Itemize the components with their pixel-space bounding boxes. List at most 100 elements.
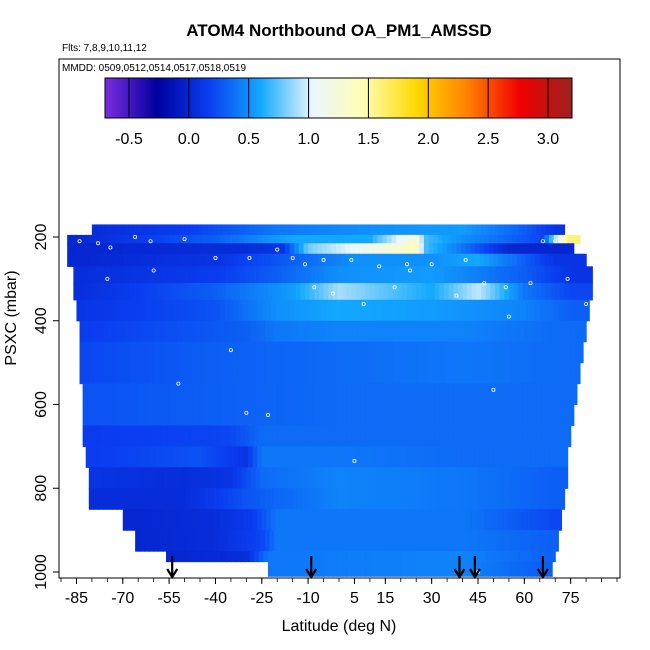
- heatmap-cell: [254, 383, 260, 406]
- heatmap-cell: [138, 224, 144, 236]
- y-tick-label: 800: [33, 475, 50, 502]
- heatmap-cell: [365, 561, 371, 577]
- heatmap-cell: [553, 299, 559, 322]
- heatmap-cell: [453, 561, 459, 577]
- heatmap-cell: [505, 530, 512, 552]
- heatmap-cell: [181, 320, 187, 343]
- heatmap-cell: [201, 509, 207, 531]
- heatmap-cell: [141, 243, 147, 255]
- heatmap-cell: [317, 299, 323, 322]
- heatmap-cell: [325, 467, 331, 489]
- heatmap-cell: [465, 253, 471, 267]
- sample-point: [361, 301, 366, 306]
- heatmap-cell: [241, 362, 247, 385]
- heatmap-cell: [522, 283, 529, 301]
- sample-point: [528, 281, 533, 286]
- heatmap-cell: [385, 341, 391, 364]
- heatmap-cell: [220, 446, 226, 468]
- heatmap-cell: [365, 383, 371, 406]
- heatmap-cell: [244, 266, 251, 284]
- heatmap-cell: [249, 383, 255, 406]
- heatmap-cell: [263, 266, 269, 284]
- heatmap-cell: [255, 341, 261, 364]
- heatmap-cell: [162, 320, 169, 343]
- heatmap-cell: [447, 299, 453, 322]
- heatmap-cell: [396, 253, 402, 267]
- heatmap-cell: [569, 283, 575, 301]
- heatmap-cell: [320, 488, 326, 510]
- heatmap-cell: [547, 467, 553, 489]
- heatmap-cell: [567, 253, 573, 267]
- heatmap-cell: [431, 488, 437, 510]
- heatmap-cell: [284, 243, 291, 255]
- heatmap-cell: [471, 224, 478, 236]
- heatmap-cell: [271, 253, 277, 267]
- x-tick-label: -55: [158, 590, 181, 607]
- heatmap-cell: [264, 320, 271, 343]
- heatmap-cell: [190, 530, 196, 552]
- heatmap-cell: [393, 425, 399, 447]
- heatmap-cell: [244, 283, 251, 301]
- heatmap-cell: [525, 253, 532, 267]
- heatmap-cell: [420, 561, 427, 577]
- heatmap-cell: [113, 299, 119, 322]
- heatmap-cell: [201, 234, 207, 244]
- heatmap-cell: [535, 243, 541, 255]
- heatmap-cell: [186, 341, 192, 364]
- heatmap-cell: [510, 467, 516, 489]
- heatmap-cell: [544, 509, 550, 531]
- heatmap-cell: [130, 320, 136, 343]
- heatmap-cell: [396, 243, 402, 255]
- heatmap-cell: [556, 530, 559, 552]
- heatmap-cell: [408, 488, 414, 510]
- heatmap-cell: [244, 425, 251, 447]
- heatmap-cell: [323, 561, 329, 577]
- heatmap-cell: [525, 234, 532, 244]
- heatmap-cell: [473, 530, 479, 552]
- heatmap-cell: [277, 224, 283, 236]
- heatmap-cell: [462, 283, 468, 301]
- heatmap-cell: [481, 551, 487, 563]
- heatmap-cell: [209, 362, 215, 385]
- heatmap-cell: [550, 551, 556, 563]
- heatmap-cell: [383, 224, 390, 236]
- heatmap-cell: [209, 467, 215, 489]
- heatmap-cell: [190, 341, 196, 364]
- heatmap-cell: [190, 488, 196, 510]
- heatmap-cell: [393, 561, 399, 577]
- heatmap-cell: [124, 383, 130, 406]
- heatmap-cell: [142, 425, 149, 447]
- heatmap-cell: [331, 234, 337, 244]
- heatmap-cell: [459, 320, 465, 343]
- heatmap-cell: [142, 283, 149, 301]
- heatmap-cell: [493, 243, 499, 255]
- heatmap-cell: [88, 362, 95, 385]
- heatmap-cell: [77, 283, 84, 301]
- heatmap-cell: [115, 425, 121, 447]
- heatmap-cell: [246, 488, 252, 510]
- heatmap-cell: [501, 320, 507, 343]
- heatmap-cell: [303, 253, 309, 267]
- heatmap-cell: [183, 299, 189, 322]
- heatmap-cell: [127, 299, 133, 322]
- heatmap-cell: [209, 320, 215, 343]
- heatmap-cell: [334, 320, 340, 343]
- heatmap-cell: [181, 341, 187, 364]
- heatmap-cell: [462, 383, 468, 406]
- heatmap-cell: [216, 551, 223, 563]
- heatmap-cell: [147, 404, 153, 427]
- heatmap-cell: [451, 253, 457, 267]
- heatmap-cell: [144, 362, 150, 385]
- heatmap-cell: [335, 234, 342, 244]
- heatmap-cell: [237, 341, 243, 364]
- heatmap-cell: [124, 224, 130, 236]
- heatmap-cell: [431, 320, 437, 343]
- heatmap-cell: [423, 299, 430, 322]
- heatmap-cell: [504, 383, 510, 406]
- heatmap-cell: [467, 266, 473, 284]
- heatmap-cell: [363, 446, 369, 468]
- heatmap-cell: [417, 362, 423, 385]
- heatmap-cell: [110, 224, 116, 236]
- heatmap-cell: [91, 283, 98, 301]
- heatmap-cell: [501, 530, 507, 552]
